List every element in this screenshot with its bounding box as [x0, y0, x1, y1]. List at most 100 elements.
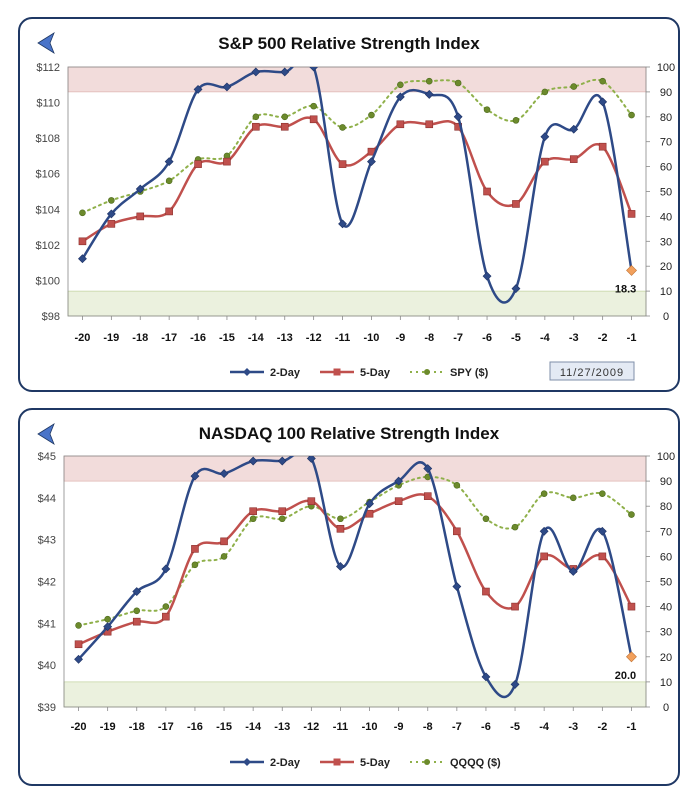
right-axis-tick: 40: [660, 211, 672, 223]
right-axis-tick: 70: [660, 526, 672, 538]
x-axis-tick: -16: [187, 721, 203, 733]
left-axis-tick: $44: [38, 493, 56, 505]
data-point-2-day: [598, 97, 608, 107]
data-point-5-day: [336, 524, 345, 533]
legend-marker-5-day: [333, 368, 341, 376]
legend-label-5-day: 5-Day: [360, 367, 391, 379]
data-point-2-day: [280, 67, 290, 77]
back-arrow-icon[interactable]: [37, 423, 55, 445]
data-point-qqqq: [249, 515, 257, 523]
legend-label-2-day: 2-Day: [270, 367, 301, 379]
data-point-5-day: [132, 617, 141, 626]
right-axis-tick: 10: [660, 677, 672, 689]
data-point-spy: [570, 83, 578, 90]
data-point-qqqq: [482, 515, 490, 523]
x-axis-tick: -16: [190, 332, 206, 344]
x-axis-tick: -2: [598, 332, 608, 344]
x-axis-tick: -5: [511, 332, 521, 344]
series-line-qqqq: [77, 475, 633, 627]
series-line-5-day: [77, 493, 633, 646]
date-label: 11/27/2009: [560, 367, 624, 379]
data-point-2-day: [78, 254, 87, 264]
oversold-band: [63, 681, 647, 708]
data-point-qqqq: [162, 603, 170, 610]
data-point-5-day: [136, 212, 145, 221]
right-axis-tick: 50: [660, 577, 672, 589]
x-axis-tick: -19: [103, 332, 119, 344]
data-point-spy: [425, 77, 433, 85]
sp500-rsi-chart: S&P 500 Relative Strength Index $98 $100 $1…: [36, 32, 675, 381]
x-axis-tick: -18: [129, 721, 145, 733]
left-axis-tick: $110: [36, 98, 60, 110]
right-axis-tick: 30: [660, 236, 672, 248]
left-axis-tick: $100: [36, 275, 60, 287]
right-axis-tick: 100: [657, 62, 675, 74]
data-point-5-day: [425, 120, 434, 129]
data-point-spy: [628, 111, 635, 119]
data-point-2-day: [452, 582, 462, 591]
data-point-spy: [281, 113, 289, 121]
series-qqqq: [75, 473, 635, 629]
x-axis-tick: -18: [132, 332, 148, 344]
data-point-qqqq: [220, 553, 228, 560]
x-axis-tick: -8: [423, 721, 433, 733]
data-point-spy: [368, 111, 375, 119]
x-axis-tick: -15: [219, 332, 235, 344]
data-point-5-day: [191, 545, 199, 553]
data-point-5-day: [107, 220, 116, 228]
data-point-2-day: [306, 456, 316, 463]
nasdaq100-rsi-panel: NASDAQ 100 Relative Strength Index $39 $40…: [18, 408, 680, 786]
left-axis-tick: $39: [38, 702, 56, 714]
data-point-qqqq: [511, 523, 519, 531]
data-point-2-day: [481, 672, 491, 682]
series-spy: [79, 77, 635, 217]
data-point-qqqq: [540, 490, 548, 497]
data-point-2-day: [510, 679, 520, 689]
data-point-5-day: [309, 115, 318, 124]
data-point-qqqq: [104, 615, 111, 623]
left-axis-tick: $45: [38, 451, 56, 463]
overbought-band: [67, 66, 647, 93]
data-point-5-day: [482, 587, 490, 596]
data-point-5-day: [396, 120, 405, 129]
data-point-qqqq: [133, 607, 141, 615]
data-point-2-day: [132, 587, 142, 596]
data-point-spy: [512, 117, 520, 124]
data-point-5-day: [598, 142, 607, 151]
data-point-2-day: [394, 476, 404, 486]
right-axis-tick: 0: [663, 311, 669, 323]
data-point-5-day: [627, 602, 636, 611]
data-point-2-day: [626, 651, 637, 663]
data-point-5-day: [165, 207, 173, 216]
series-line-2-day: [77, 456, 633, 699]
oversold-band: [67, 290, 647, 317]
series-2-day: [74, 456, 637, 699]
data-point-5-day: [194, 160, 202, 168]
data-point-2-day: [336, 562, 345, 571]
data-point-2-day: [482, 271, 492, 281]
legend-label-5-day: 5-Day: [360, 757, 391, 769]
data-point-qqqq: [599, 490, 606, 497]
data-point-spy: [108, 197, 115, 204]
left-axis-tick: $106: [36, 169, 60, 181]
data-point-qqqq: [75, 622, 82, 629]
data-point-5-day: [249, 507, 257, 516]
x-axis-tick: -1: [627, 721, 637, 733]
data-point-qqqq: [569, 494, 577, 502]
x-axis-tick: -20: [74, 332, 90, 344]
back-arrow-icon[interactable]: [37, 32, 55, 54]
series-line-5-day: [81, 116, 633, 243]
data-point-2-day: [219, 469, 229, 478]
x-axis-tick: -12: [303, 721, 319, 733]
data-point-2-day: [597, 526, 607, 536]
left-axis-tick: $102: [36, 240, 60, 252]
data-point-5-day: [280, 122, 289, 131]
legend-label-spy: SPY ($): [450, 367, 489, 379]
right-axis-tick: 90: [660, 476, 672, 488]
data-point-5-day: [74, 640, 83, 649]
right-axis-tick: 20: [660, 652, 672, 664]
x-axis-tick: -13: [274, 721, 290, 733]
x-axis-tick: -10: [362, 721, 378, 733]
data-point-5-day: [338, 160, 347, 168]
data-point-2-day: [569, 124, 579, 134]
